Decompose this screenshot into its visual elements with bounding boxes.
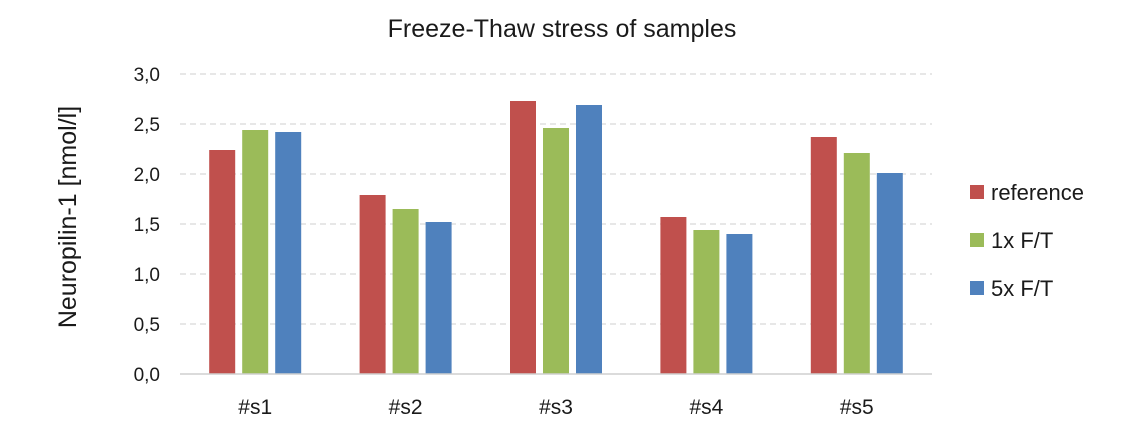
- y-axis-label: Neuropilin-1 [nmol/l]: [54, 106, 82, 328]
- y-tick-label: 0,0: [134, 365, 160, 386]
- bar-s4-reference: [660, 217, 687, 374]
- bar-s3-1x-f-t: [543, 128, 569, 374]
- bar-s5-reference: [810, 137, 837, 374]
- legend-label: 1x F/T: [991, 228, 1053, 253]
- y-tick-label: 1,5: [134, 215, 160, 236]
- legend-label: reference: [991, 180, 1084, 205]
- bar-s5-5x-f-t: [876, 173, 903, 374]
- bar-s4-5x-f-t: [726, 234, 753, 374]
- y-axis-ticks: 0,0 0,5 1,0 1,5 2,0 2,5 3,0: [134, 65, 160, 386]
- bar-s2-5x-f-t: [425, 222, 452, 374]
- bar-s4-1x-f-t: [693, 230, 720, 374]
- legend-swatch: [970, 185, 984, 199]
- legend: reference 1x F/T 5x F/T: [970, 180, 1084, 301]
- x-axis-ticks: #s1 #s2 #s3 #s4 #s5: [238, 396, 873, 419]
- x-tick-label: #s4: [689, 396, 723, 419]
- bar-s2-1x-f-t: [392, 209, 419, 374]
- legend-swatch: [970, 281, 984, 295]
- bar-s2-reference: [359, 195, 386, 374]
- x-tick-label: #s5: [840, 396, 874, 419]
- y-tick-label: 2,0: [134, 165, 160, 186]
- chart-title: Freeze-Thaw stress of samples: [388, 15, 737, 43]
- y-tick-label: 0,5: [134, 315, 160, 336]
- bar-s1-1x-f-t: [242, 130, 269, 374]
- x-tick-label: #s3: [539, 396, 573, 419]
- bar-s3-reference: [510, 101, 536, 374]
- y-tick-label: 1,0: [134, 265, 160, 286]
- bar-s1-reference: [209, 150, 236, 374]
- bar-s3-5x-f-t: [576, 105, 602, 374]
- y-tick-label: 2,5: [134, 115, 160, 136]
- bar-s5-1x-f-t: [843, 153, 870, 374]
- legend-swatch: [970, 233, 984, 247]
- bars: [209, 101, 903, 374]
- legend-label: 5x F/T: [991, 276, 1053, 301]
- x-tick-label: #s2: [389, 396, 423, 419]
- y-tick-label: 3,0: [134, 65, 160, 86]
- bar-s1-5x-f-t: [275, 132, 302, 374]
- x-tick-label: #s1: [238, 396, 272, 419]
